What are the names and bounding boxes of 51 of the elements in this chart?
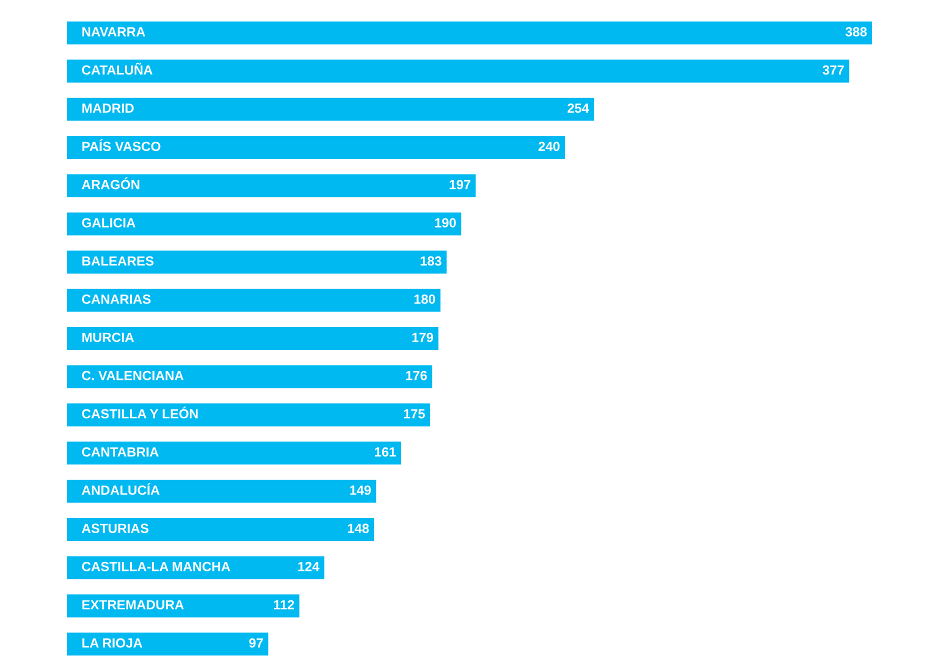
y-tick-label: CASTILLA Y LEÓN xyxy=(82,406,198,418)
y-tick-label: LA RIOJA xyxy=(82,638,142,648)
bar xyxy=(67,442,402,465)
bar xyxy=(67,594,300,618)
y-tick-label: ARAGÓN xyxy=(82,177,140,190)
y-tick-label: MURCIA xyxy=(82,332,134,342)
y-tick-label: GALICIA xyxy=(82,218,136,228)
data-label: 180 xyxy=(414,294,436,304)
y-tick-label: MADRID xyxy=(82,104,134,113)
bar xyxy=(67,327,438,350)
y-tick-label: CATALUÑA xyxy=(82,62,152,75)
bar xyxy=(67,518,374,541)
data-label: 388 xyxy=(845,27,867,36)
bar xyxy=(67,21,872,44)
bar xyxy=(67,250,447,274)
bar xyxy=(67,403,430,426)
data-label: 190 xyxy=(435,218,456,228)
bar xyxy=(67,365,432,388)
data-label: 112 xyxy=(274,600,294,610)
data-label: 148 xyxy=(348,524,369,534)
y-tick-label: PAÍS VASCO xyxy=(82,139,160,152)
y-tick-label: EXTREMADURA xyxy=(82,600,184,610)
bar xyxy=(67,98,594,121)
data-label: 124 xyxy=(298,562,320,572)
data-label: 97 xyxy=(249,638,263,648)
data-label: 175 xyxy=(404,409,425,418)
data-label: 183 xyxy=(420,256,442,266)
data-label: 197 xyxy=(450,180,470,190)
y-tick-label: CASTILLA-LA MANCHA xyxy=(82,562,230,572)
data-label: 149 xyxy=(350,485,371,495)
bar xyxy=(67,136,565,159)
data-label: 161 xyxy=(375,447,396,457)
y-tick-label: C. VALENCIANA xyxy=(82,370,184,380)
bar xyxy=(67,480,376,503)
data-label: 240 xyxy=(538,142,560,152)
bar xyxy=(67,288,440,312)
data-label: 176 xyxy=(406,370,427,380)
y-tick-label: ASTURIAS xyxy=(82,524,148,534)
y-tick-label: ANDALUCÍA xyxy=(82,483,160,495)
y-tick-label: BALEARES xyxy=(82,256,154,266)
y-tick-label: NAVARRA xyxy=(82,27,146,36)
bar xyxy=(67,632,268,656)
bar xyxy=(67,174,476,198)
data-label: 179 xyxy=(412,332,434,342)
y-tick-label: CANTABRIA xyxy=(82,447,159,457)
y-tick-label: CANARIAS xyxy=(82,294,151,304)
data-label: 377 xyxy=(822,65,844,75)
data-label: 254 xyxy=(568,104,590,113)
bar xyxy=(67,212,462,236)
bar xyxy=(67,556,324,580)
bar xyxy=(67,60,850,83)
